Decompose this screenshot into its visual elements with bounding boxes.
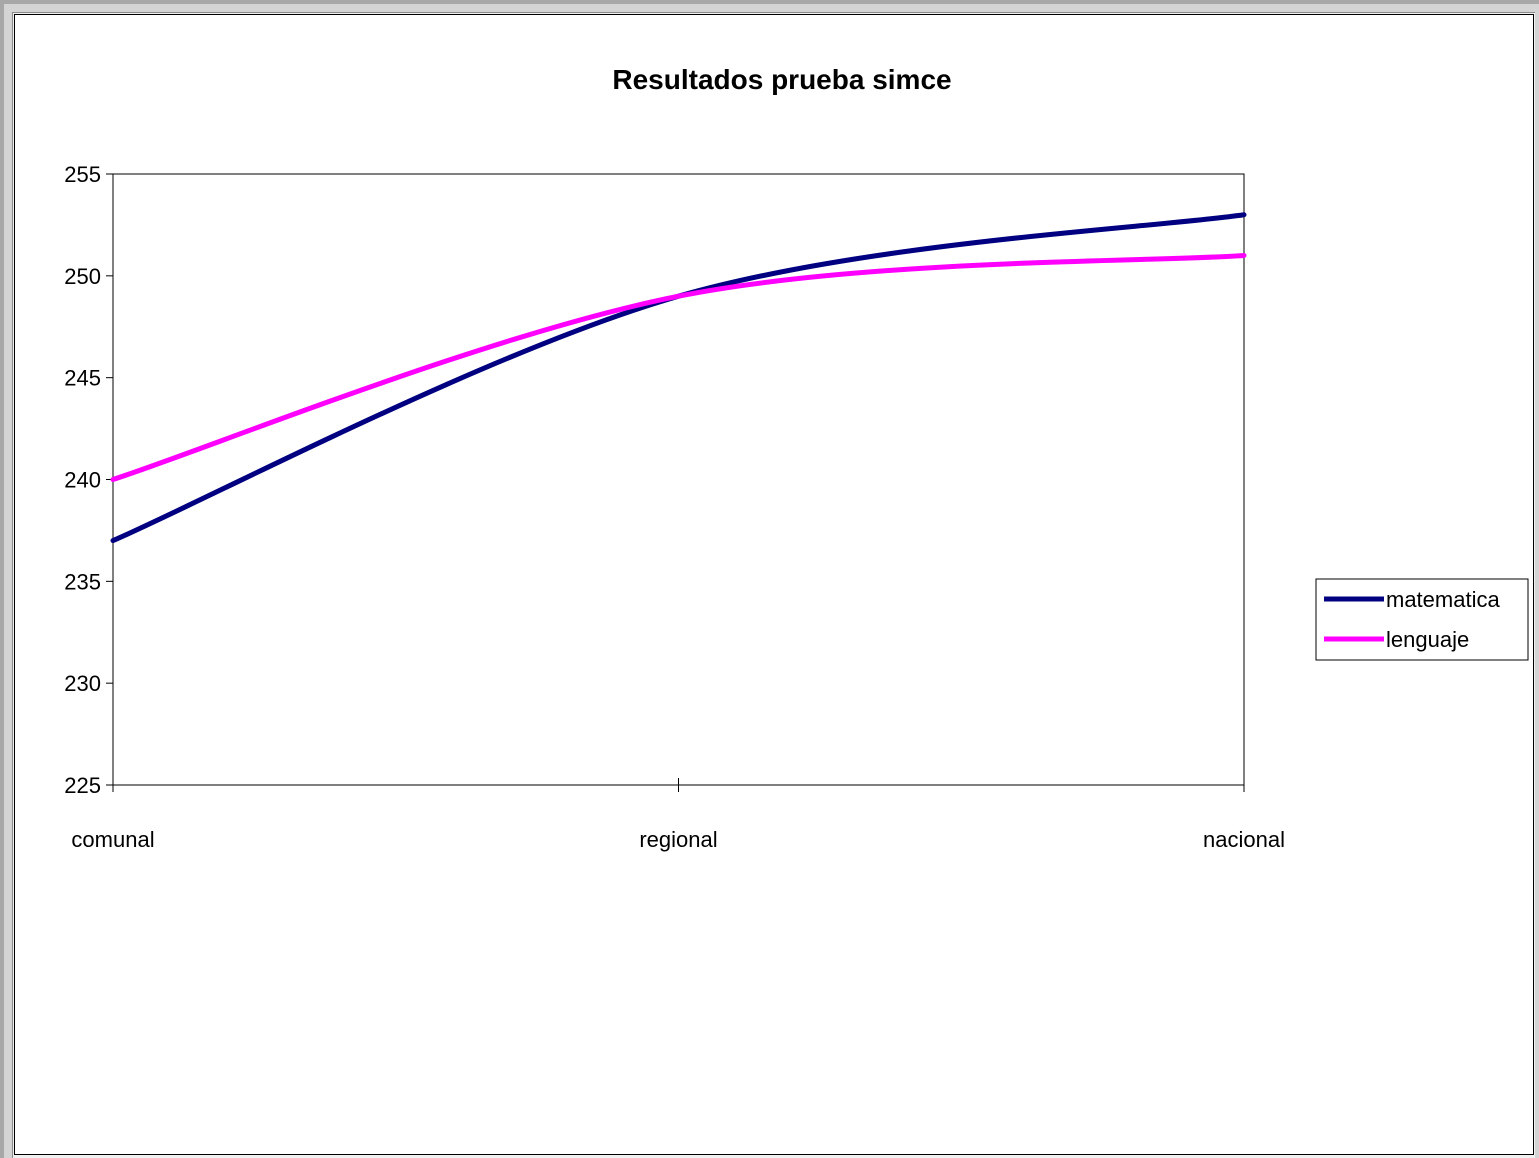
y-ticks: 225 230 235 240 245 250 255	[64, 162, 113, 798]
plot-area	[112, 173, 1245, 786]
x-tick-label: comunal	[71, 827, 154, 852]
series-layer	[110, 212, 1247, 544]
legend: matematica lenguaje	[1315, 578, 1529, 661]
x-tick-label: nacional	[1203, 827, 1285, 852]
legend-box	[1315, 578, 1529, 661]
y-tick-label: 235	[64, 569, 101, 594]
y-tick-label: 240	[64, 468, 101, 493]
y-tick-label: 225	[64, 773, 101, 798]
legend-label-matematica: matematica	[1386, 587, 1500, 612]
x-ticks: comunal regional nacional	[71, 778, 1285, 852]
y-tick-label: 245	[64, 366, 101, 391]
y-tick-label: 255	[64, 162, 101, 187]
legend-label-lenguaje: lenguaje	[1386, 627, 1469, 652]
chart-title: Resultados prueba simce	[612, 64, 951, 95]
y-tick-label: 250	[64, 264, 101, 289]
series-line-lenguaje	[110, 252, 1247, 482]
y-tick-label: 230	[64, 671, 101, 696]
x-tick-label: regional	[639, 827, 717, 852]
